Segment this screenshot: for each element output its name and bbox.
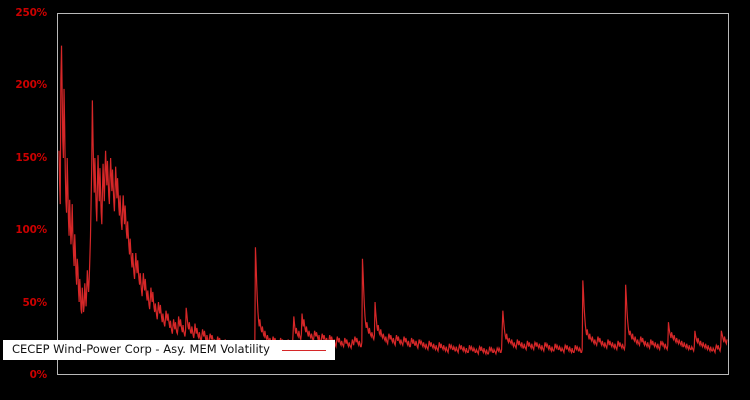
y-tick-label-0: 0% bbox=[29, 369, 48, 381]
legend-line-swatch bbox=[281, 349, 326, 351]
y-axis: 0% 50% 100% 150% 200% 250% bbox=[0, 0, 52, 400]
y-tick-label-4: 200% bbox=[15, 79, 47, 92]
volatility-series bbox=[58, 45, 728, 357]
legend-label: CECEP Wind-Power Corp - Asy. MEM Volatil… bbox=[12, 342, 270, 357]
plot-area bbox=[57, 13, 729, 375]
y-tick-label-1: 50% bbox=[22, 296, 47, 309]
y-tick-label-2: 100% bbox=[15, 224, 47, 237]
y-tick-label-5: 250% bbox=[15, 7, 47, 19]
series-line-cecep-wind-power bbox=[58, 45, 728, 357]
y-tick-label-3: 150% bbox=[15, 151, 47, 164]
chart-legend: CECEP Wind-Power Corp - Asy. MEM Volatil… bbox=[3, 340, 335, 360]
